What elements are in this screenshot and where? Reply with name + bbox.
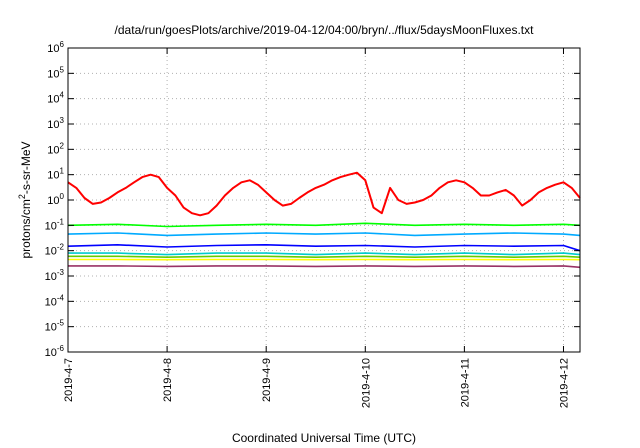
y-tick-label: 105 bbox=[47, 65, 64, 80]
y-axis-label-suffix: -s-sr-MeV bbox=[19, 141, 33, 194]
x-tick-label: 2019-4-11 bbox=[459, 358, 471, 407]
series-line bbox=[68, 255, 581, 259]
y-tick-label-base: 10 bbox=[45, 220, 57, 232]
y-tick-label-exponent: -3 bbox=[57, 268, 65, 277]
x-tick-labels: 2019-4-7 2019-4-8 2019-4-9 2019-4-10 2019-4-… bbox=[63, 358, 570, 408]
x-tick-label: 2019-4-12 bbox=[558, 358, 570, 408]
y-tick-label: 10-3 bbox=[45, 268, 65, 283]
y-tick-label-base: 10 bbox=[47, 119, 59, 131]
series-line bbox=[67, 244, 581, 252]
y-tick-label-base: 10 bbox=[45, 271, 57, 283]
y-tick-label-exponent: 0 bbox=[60, 192, 65, 201]
x-tick-label: 2019-4-10 bbox=[360, 358, 372, 408]
y-tick-label-exponent: -1 bbox=[57, 217, 65, 226]
y-tick-label: 104 bbox=[47, 91, 64, 106]
y-tick-label-base: 10 bbox=[45, 347, 57, 359]
series-line bbox=[68, 252, 581, 256]
y-tick-label: 103 bbox=[47, 116, 64, 131]
y-tick-label-base: 10 bbox=[47, 68, 59, 80]
y-tick-label-base: 10 bbox=[47, 43, 59, 55]
y-tick-label-exponent: -5 bbox=[57, 319, 65, 328]
y-tick-label: 10-2 bbox=[45, 243, 65, 258]
y-tick-label: 10-4 bbox=[45, 293, 65, 308]
y-tick-label: 102 bbox=[47, 141, 64, 156]
y-tick-label: 106 bbox=[47, 40, 64, 55]
x-axis-label: Coordinated Universal Time (UTC) bbox=[232, 431, 416, 445]
y-tick-label-exponent: -6 bbox=[57, 344, 65, 353]
y-axis-label: protons/cm2-s-sr-MeV bbox=[17, 141, 33, 258]
y-tick-label: 10-1 bbox=[45, 217, 65, 232]
y-tick-label-base: 10 bbox=[47, 144, 59, 156]
y-tick-label: 101 bbox=[47, 167, 64, 182]
y-tick-label-exponent: 4 bbox=[60, 91, 65, 100]
series-line bbox=[67, 171, 581, 217]
axis-ticks bbox=[67, 47, 580, 353]
y-axis-label-prefix: protons/cm bbox=[19, 199, 33, 258]
y-tick-label-base: 10 bbox=[47, 170, 59, 182]
y-tick-label: 10-5 bbox=[45, 319, 65, 334]
y-tick-label-exponent: 1 bbox=[60, 167, 65, 176]
y-tick-label-exponent: 3 bbox=[60, 116, 65, 125]
y-axis-label-superscript: 2 bbox=[17, 194, 27, 199]
y-tick-label-base: 10 bbox=[45, 246, 57, 258]
y-tick-label-base: 10 bbox=[47, 195, 59, 207]
chart-title: /data/run/goesPlots/archive/2019-04-12/0… bbox=[115, 23, 535, 37]
y-tick-label: 10-6 bbox=[45, 344, 65, 359]
y-tick-labels: 10-610-510-410-310-210-11001011021031041… bbox=[45, 40, 65, 359]
y-tick-label-base: 10 bbox=[45, 296, 57, 308]
y-tick-label-exponent: 6 bbox=[60, 40, 65, 49]
x-tick-label: 2019-4-9 bbox=[261, 358, 273, 402]
y-tick-label-exponent: -2 bbox=[57, 243, 65, 252]
y-tick-label-exponent: 5 bbox=[60, 65, 65, 74]
series-line bbox=[67, 222, 581, 228]
y-tick-label: 100 bbox=[47, 192, 64, 207]
x-tick-label: 2019-4-8 bbox=[162, 358, 174, 402]
x-tick-label: 2019-4-7 bbox=[63, 358, 75, 402]
y-tick-label-base: 10 bbox=[45, 322, 57, 334]
y-tick-label-exponent: 2 bbox=[60, 141, 65, 150]
series-line bbox=[67, 232, 581, 237]
series-line bbox=[68, 265, 581, 269]
y-tick-label-base: 10 bbox=[47, 94, 59, 106]
series-layer bbox=[67, 171, 581, 269]
y-tick-label-exponent: -4 bbox=[57, 293, 65, 302]
